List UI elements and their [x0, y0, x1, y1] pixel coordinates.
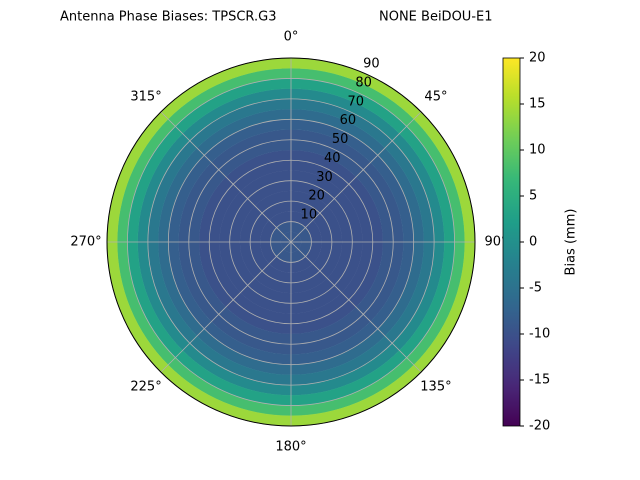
colorbar	[502, 57, 521, 427]
r-tick-label: 70	[347, 94, 364, 109]
chart-title: Antenna Phase Biases: TPSCR.G3	[60, 10, 276, 25]
theta-tick-label: 270°	[70, 235, 101, 250]
colorbar-tick-label: 5	[529, 189, 537, 204]
colorbar-tick-label: -5	[529, 281, 542, 296]
colorbar-tick-label: 15	[529, 97, 546, 112]
colorbar-tick-label: -20	[529, 419, 550, 434]
theta-tick-label: 315°	[130, 90, 161, 105]
colorbar-tick-label: 20	[529, 51, 546, 66]
theta-tick-label: 0°	[284, 30, 299, 45]
r-tick-label: 60	[340, 113, 357, 128]
theta-tick-label: 45°	[424, 90, 447, 105]
r-tick-label: 90	[363, 57, 380, 72]
theta-tick-label: 225°	[130, 379, 161, 394]
grid-spoke	[160, 111, 292, 243]
colorbar-tick-label: 0	[529, 235, 537, 250]
r-tick-label: 30	[316, 170, 333, 185]
grid-spoke	[160, 241, 292, 373]
chart-subtitle: NONE BeiDOU-E1	[379, 10, 493, 25]
r-tick-label: 40	[324, 151, 341, 166]
r-tick-label: 10	[301, 208, 318, 223]
r-tick-label: 50	[332, 132, 349, 147]
colorbar-tick-label: -10	[529, 327, 550, 342]
grid-spoke	[290, 241, 422, 373]
theta-tick-label: 90°	[484, 235, 507, 250]
colorbar-tick-label: -15	[529, 373, 550, 388]
polar-frame	[106, 57, 476, 427]
theta-tick-label: 135°	[420, 379, 451, 394]
r-tick-label: 80	[355, 75, 372, 90]
r-tick-label: 20	[308, 189, 325, 204]
colorbar-label: Bias (mm)	[564, 209, 579, 276]
theta-tick-label: 180°	[275, 440, 306, 455]
grid-spoke	[290, 111, 422, 243]
colorbar-tick-label: 10	[529, 143, 546, 158]
